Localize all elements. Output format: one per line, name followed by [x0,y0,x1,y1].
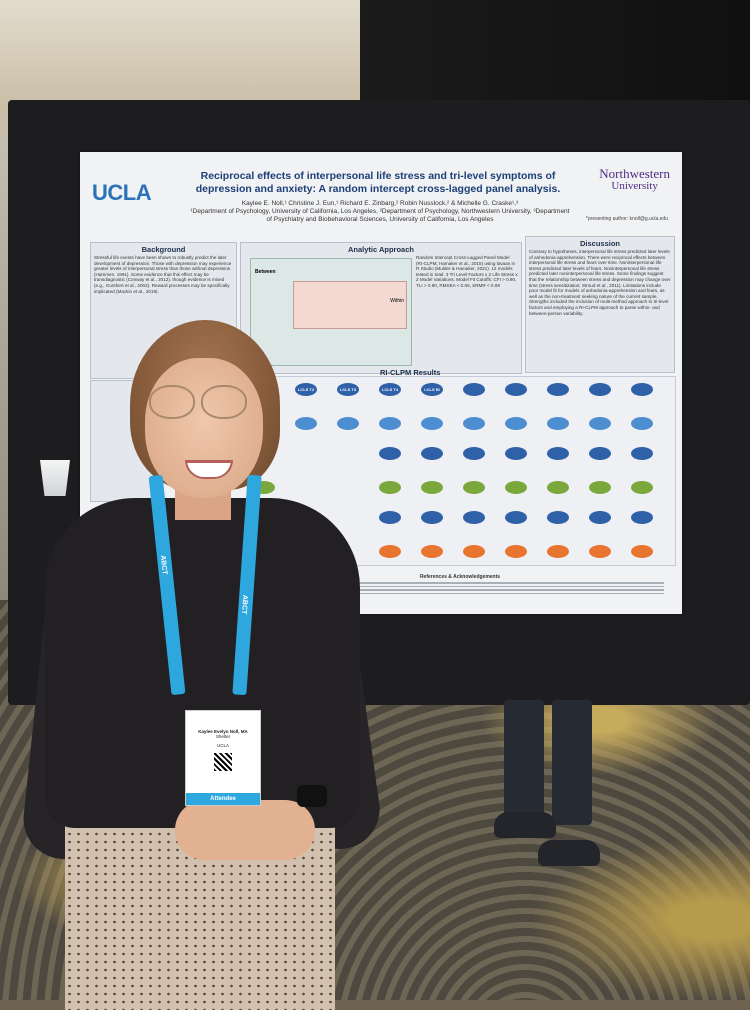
result-node [379,447,401,460]
result-node [631,417,653,430]
model-diagram: Between Within [250,258,412,366]
result-node [505,511,527,524]
analytic-heading: Analytic Approach [348,245,414,254]
references-section: References & Acknowledgements [250,574,670,604]
reference-line [256,582,664,584]
result-node [505,545,527,558]
presenting-author: *presenting author: knoll@g.ucla.edu [585,216,668,222]
result-node [379,417,401,430]
background-heading: Background [141,245,186,254]
badge-name: Kaylee Evelyn Noll, MA [198,729,248,734]
result-node [547,481,569,494]
result-node [547,417,569,430]
result-node: I-CLS T3 [337,383,359,396]
authors-line: Kaylee E. Noll,¹ Christine J. Eun,¹ Rich… [241,200,519,207]
result-node [505,447,527,460]
badge-org: UCLA [216,743,229,748]
diagram-within-label: Within [390,298,404,304]
reference-line [256,585,664,588]
badge-role: Shelter [215,734,231,739]
background-person-legs [494,700,600,875]
result-node [421,511,443,524]
result-node [547,545,569,558]
result-node [463,545,485,558]
result-node [505,481,527,494]
result-node [295,417,317,430]
result-node [463,417,485,430]
nw-logo-line2: University [611,180,658,192]
right-shoe [538,840,600,866]
northwestern-logo: Northwestern University [599,166,670,192]
right-leg [552,700,592,825]
result-node [589,545,611,558]
result-node [631,447,653,460]
diagram-between-label: Between [255,269,276,275]
references-heading: References & Acknowledgements [419,574,501,580]
result-node [631,511,653,524]
discussion-section: Discussion Contrary to hypotheses, inter… [525,236,675,373]
left-leg [504,700,544,825]
clasped-hands [175,800,315,860]
background-text: Stressful life events have been shown to… [94,255,232,294]
result-node [379,481,401,494]
discussion-heading: Discussion [579,239,620,248]
result-node [421,545,443,558]
lanyard-text: ABCT [239,594,249,615]
ceiling-beam [0,0,360,110]
affiliations-line: ¹Department of Psychology, University of… [190,208,570,223]
results-heading: RI-CLPM Results [380,368,441,377]
diagram-within-panel: Within [293,281,407,329]
result-node [421,417,443,430]
right-lens [201,385,247,419]
name-badge: Kaylee Evelyn Noll, MA Shelter UCLA Atte… [185,710,261,806]
result-node [589,417,611,430]
result-node [589,511,611,524]
result-node [463,511,485,524]
analytic-text: Random Intercept Cross-Lagged Panel Mode… [416,255,518,288]
result-node [589,447,611,460]
presenter: ABCT ABCT Kaylee Evelyn Noll, MA Shelter… [19,320,385,1010]
reference-line [256,592,664,595]
reference-line [256,589,664,591]
result-node [337,417,359,430]
badge-attendee-strip: Attendee [186,793,260,805]
result-node [631,383,653,396]
result-node [631,481,653,494]
result-node [505,383,527,396]
nw-logo-line1: Northwestern [599,166,670,181]
result-node [589,383,611,396]
result-node [421,481,443,494]
result-node [547,511,569,524]
result-node [505,417,527,430]
result-node [463,481,485,494]
glasses [145,385,255,419]
result-node: I-CLS T2 [295,383,317,396]
result-node [463,447,485,460]
ucla-logo: UCLA [92,180,152,205]
left-shoe [494,812,556,838]
result-node: I-CLS T4 [379,383,401,396]
discussion-text: Contrary to hypotheses, interpersonal li… [529,249,671,316]
result-node [379,511,401,524]
poster-title: Reciprocal effects of interpersonal life… [195,170,561,195]
result-node [631,545,653,558]
poster-authors: Kaylee E. Noll,¹ Christine J. Eun,¹ Rich… [190,200,570,224]
result-node [589,481,611,494]
smartwatch [297,785,327,807]
result-node [421,447,443,460]
result-node [379,545,401,558]
plastic-cup [40,460,70,496]
result-node: I-CLS RI [421,383,443,396]
left-lens [149,385,195,419]
result-node [463,383,485,396]
badge-qr-code [214,753,232,771]
lanyard-text: ABCT [158,554,168,576]
result-node [547,383,569,396]
result-node [547,447,569,460]
